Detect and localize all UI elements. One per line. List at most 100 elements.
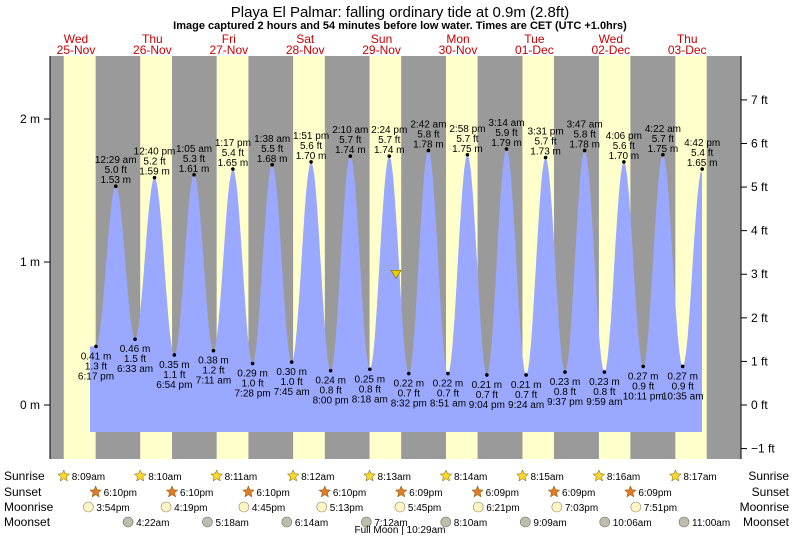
moonrise-icon: [83, 501, 94, 513]
sunset-time: 6:09pm: [486, 488, 519, 499]
day-date: 30-Nov: [439, 43, 478, 57]
moonrise-time: 5:45pm: [408, 503, 441, 514]
low-tide-m: 0.38 m: [198, 356, 229, 367]
day-date: 03-Dec: [668, 43, 707, 57]
day-date: 27-Nov: [209, 43, 248, 57]
low-tide-m: 0.41 m: [81, 351, 112, 362]
tide-point: [582, 148, 587, 153]
tide-point: [113, 184, 118, 189]
moonrise-icon: [630, 501, 642, 513]
low-tide-m: 0.21 m: [472, 380, 503, 391]
right-tick-label: 2 ft: [751, 311, 768, 325]
high-tide-m: 1.75 m: [452, 144, 483, 155]
low-tide-m: 0.23 m: [589, 377, 620, 388]
low-tide-ft: 1.0 ft: [241, 379, 263, 390]
low-tide-ft: 1.1 ft: [163, 370, 185, 381]
high-tide-time: 2:24 pm: [371, 125, 407, 136]
tide-point: [250, 361, 255, 366]
sunrise-icon: [439, 469, 453, 482]
left-tick-label: 0 m: [20, 398, 40, 412]
low-tide-ft: 0.8 ft: [320, 386, 342, 397]
day-name: Mon: [446, 32, 469, 46]
tide-point: [661, 152, 665, 157]
low-tide-time: 9:59 am: [586, 397, 622, 408]
high-tide-time: 4:22 am: [645, 124, 681, 135]
high-tide-m: 1.78 m: [569, 139, 600, 150]
sunrise-time: 8:11am: [225, 472, 258, 483]
tide-point: [172, 353, 177, 357]
high-tide-m: 1.74 m: [335, 145, 366, 156]
day-name: Sun: [371, 32, 392, 46]
sunset-icon: [394, 485, 408, 498]
low-tide-m: 0.23 m: [550, 377, 581, 388]
tide-point: [465, 152, 470, 157]
moonset-time: 5:18am: [215, 518, 248, 529]
sunrise-time: 8:13am: [378, 472, 411, 483]
low-tide-time: 7:45 am: [274, 387, 310, 398]
low-tide-m: 0.25 m: [355, 374, 386, 385]
high-tide-time: 1:38 am: [254, 134, 290, 145]
low-tide-time: 9:24 am: [508, 400, 544, 411]
row-label-left: Moonrise: [4, 500, 54, 514]
moon-phase-footer: Full Moon | 10:29am: [355, 525, 446, 536]
high-tide-ft: 5.0 ft: [105, 165, 127, 176]
tide-point: [231, 167, 235, 171]
low-tide-ft: 1.3 ft: [85, 361, 107, 372]
day-name: Thu: [677, 32, 698, 46]
high-tide-time: 4:42 pm: [684, 138, 720, 149]
high-tide-m: 1.70 m: [296, 151, 327, 162]
low-tide-m: 0.22 m: [433, 379, 464, 390]
moonset-icon: [440, 516, 452, 528]
low-tide-ft: 1.0 ft: [281, 377, 303, 388]
sunrise-time: 8:09am: [72, 472, 105, 483]
low-tide-time: 7:28 pm: [234, 389, 270, 400]
right-tick-label: 1 ft: [751, 354, 768, 368]
high-tide-m: 1.79 m: [491, 138, 522, 149]
high-tide-time: 4:06 pm: [606, 131, 642, 142]
right-tick-label: 4 ft: [751, 224, 768, 238]
moonset-icon: [678, 516, 690, 528]
row-label-right: Sunrise: [748, 469, 789, 483]
moonrise-time: 4:19pm: [174, 503, 207, 514]
sunrise-icon: [363, 469, 376, 482]
low-tide-m: 0.30 m: [276, 367, 307, 378]
moonset-icon: [520, 516, 531, 528]
low-tide-time: 6:54 pm: [156, 380, 192, 391]
left-tick-label: 1 m: [20, 255, 40, 269]
tide-point: [289, 360, 294, 364]
high-tide-m: 1.78 m: [413, 139, 444, 150]
left-tick-label: 2 m: [20, 112, 40, 126]
row-label-left: Sunset: [4, 485, 42, 499]
row-label-right: Sunset: [752, 485, 790, 499]
low-tide-time: 8:32 pm: [391, 399, 427, 410]
day-name: Fri: [222, 32, 236, 46]
high-tide-m: 1.59 m: [139, 167, 170, 178]
low-tide-ft: 0.7 ft: [476, 390, 498, 401]
sunset-time: 6:10pm: [256, 488, 289, 499]
high-tide-m: 1.61 m: [179, 164, 210, 175]
day-date: 26-Nov: [133, 43, 172, 57]
row-label-right: Moonrise: [740, 500, 790, 514]
chart-title: Playa El Palmar: falling ordinary tide a…: [231, 4, 569, 21]
high-tide-m: 1.74 m: [374, 145, 405, 156]
moonset-time: 6:14am: [295, 518, 328, 529]
day-date: 28-Nov: [286, 43, 325, 57]
right-tick-label: 5 ft: [751, 180, 768, 194]
day-date: 02-Dec: [591, 43, 630, 57]
axes: 2 m 1 m 0 m 7 ft 6 ft 5 ft 4 ft 3 ft 2 ft 1 ft 0 f…: [20, 56, 775, 459]
high-tide-ft: 5.5 ft: [261, 144, 283, 155]
low-tide-time: 8:18 am: [352, 394, 388, 405]
moonset-time: 9:09am: [533, 518, 566, 529]
right-tick-label: 0 ft: [751, 398, 768, 412]
sunset-time: 6:10pm: [333, 488, 366, 499]
low-tide-m: 0.22 m: [393, 379, 424, 390]
moonrise-icon: [551, 501, 563, 513]
tide-labels: 0.41 m1.3 ft6:17 pm 12:29 am5.0 ft1.53 m 0…: [78, 118, 720, 411]
sunrise-time: 8:17am: [683, 472, 716, 483]
moonrise-time: 5:13pm: [330, 503, 363, 514]
moonrise-time: 7:03pm: [565, 503, 598, 514]
high-tide-ft: 5.3 ft: [183, 154, 205, 165]
sunrise-icon: [286, 469, 300, 482]
sunset-icon: [547, 485, 561, 498]
sunset-icon: [624, 485, 637, 498]
